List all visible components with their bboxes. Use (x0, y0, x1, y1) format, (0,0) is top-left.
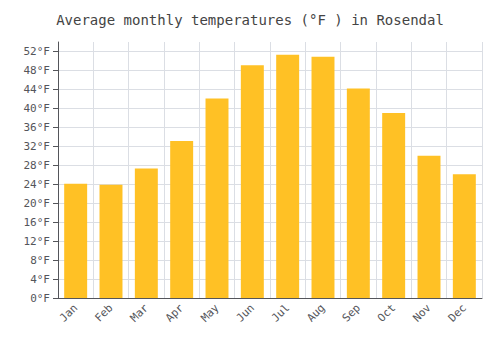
svg-text:Dec: Dec (446, 301, 469, 324)
svg-text:Jul: Jul (269, 301, 292, 324)
svg-text:16°F: 16°F (24, 216, 51, 229)
svg-text:40°F: 40°F (24, 102, 51, 115)
svg-text:28°F: 28°F (24, 159, 51, 172)
svg-text:Jun: Jun (234, 301, 257, 324)
svg-text:Jan: Jan (57, 301, 80, 324)
svg-text:12°F: 12°F (24, 235, 51, 248)
svg-text:24°F: 24°F (24, 178, 51, 191)
svg-text:8°F: 8°F (30, 254, 50, 267)
svg-text:Apr: Apr (163, 301, 186, 324)
svg-text:May: May (198, 301, 221, 324)
svg-text:Aug: Aug (304, 301, 327, 324)
svg-text:Sep: Sep (340, 301, 363, 324)
svg-text:Nov: Nov (410, 301, 433, 324)
svg-text:0°F: 0°F (30, 292, 50, 305)
svg-text:20°F: 20°F (24, 197, 51, 210)
svg-text:52°F: 52°F (24, 45, 51, 58)
svg-text:Oct: Oct (375, 301, 398, 324)
svg-text:Average monthly temperatures (: Average monthly temperatures (°F ) in Ro… (56, 12, 444, 28)
svg-text:44°F: 44°F (24, 83, 51, 96)
svg-text:48°F: 48°F (24, 64, 51, 77)
svg-text:36°F: 36°F (24, 121, 51, 134)
svg-text:Mar: Mar (128, 301, 151, 324)
svg-text:Feb: Feb (92, 301, 115, 324)
svg-text:4°F: 4°F (30, 273, 50, 286)
svg-text:32°F: 32°F (24, 140, 51, 153)
